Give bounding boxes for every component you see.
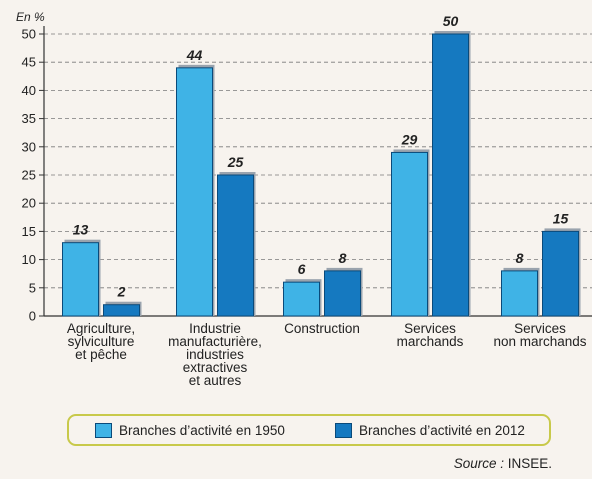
legend-item-2012: Branches d’activité en 2012 [335,423,525,438]
category-label: Agriculture, [67,321,135,336]
bar-chart: 0 5 10 15 20 25 30 35 40 45 50 En % 13 44 6 29 8 2 25 8 50 15… [16,10,592,388]
bar-1950 [501,270,538,317]
category-label: industries [186,347,244,362]
data-label-2012: 50 [443,13,459,29]
data-label-2012: 15 [553,210,569,226]
category-label: non marchands [493,334,586,349]
data-label-2012: 25 [227,154,244,170]
y-tick-label: 15 [22,224,36,239]
bar-2012 [217,174,254,317]
y-tick-label: 10 [22,252,36,267]
legend-item-1950: Branches d’activité en 1950 [95,423,285,438]
y-tick-label: 0 [29,309,36,324]
category-label: marchands [397,334,464,349]
bar-1950 [176,67,213,317]
y-tick-label: 40 [22,83,36,98]
category-label: Services [514,321,566,336]
bar-2012 [103,304,140,317]
source-note: Source : INSEE. [454,456,552,471]
category-label: et pêche [75,347,127,362]
y-tick-label: 50 [22,27,36,42]
bar-2012 [542,230,579,317]
category-label: Construction [284,321,360,336]
bar-1950 [62,242,99,317]
data-label-1950: 13 [73,222,89,238]
bar-1950 [391,151,428,317]
y-tick-label: 30 [22,139,36,154]
category-label: Industrie [189,321,241,336]
legend-swatch-1950 [95,423,112,438]
data-label-1950: 8 [516,250,524,266]
category-label: manufacturière, [168,334,262,349]
category-label: extractives [183,360,248,375]
y-tick-label: 25 [22,168,36,183]
y-tick-label: 45 [22,55,36,70]
category-label: Services [404,321,456,336]
data-label-1950: 44 [186,47,203,63]
legend-label-2012: Branches d’activité en 2012 [359,423,525,438]
data-label-2012: 2 [117,284,126,300]
y-tick-label: 35 [22,111,36,126]
data-label-1950: 6 [298,261,306,277]
category-label: sylviculture [68,334,135,349]
y-tick-label: 20 [22,196,36,211]
y-tick-label: 5 [29,280,36,295]
bar-2012 [432,33,469,317]
data-label-2012: 8 [339,250,347,266]
bar-2012 [324,270,361,317]
legend: Branches d’activité en 1950 Branches d’a… [67,414,551,446]
y-axis-label: En % [16,10,45,24]
source-label: Source : [453,456,504,471]
category-label: et autres [189,373,242,388]
bar-1950 [283,281,320,317]
data-label-1950: 29 [401,131,418,147]
legend-label-1950: Branches d’activité en 1950 [119,423,285,438]
legend-swatch-2012 [335,423,352,438]
source-value: INSEE. [507,456,552,471]
